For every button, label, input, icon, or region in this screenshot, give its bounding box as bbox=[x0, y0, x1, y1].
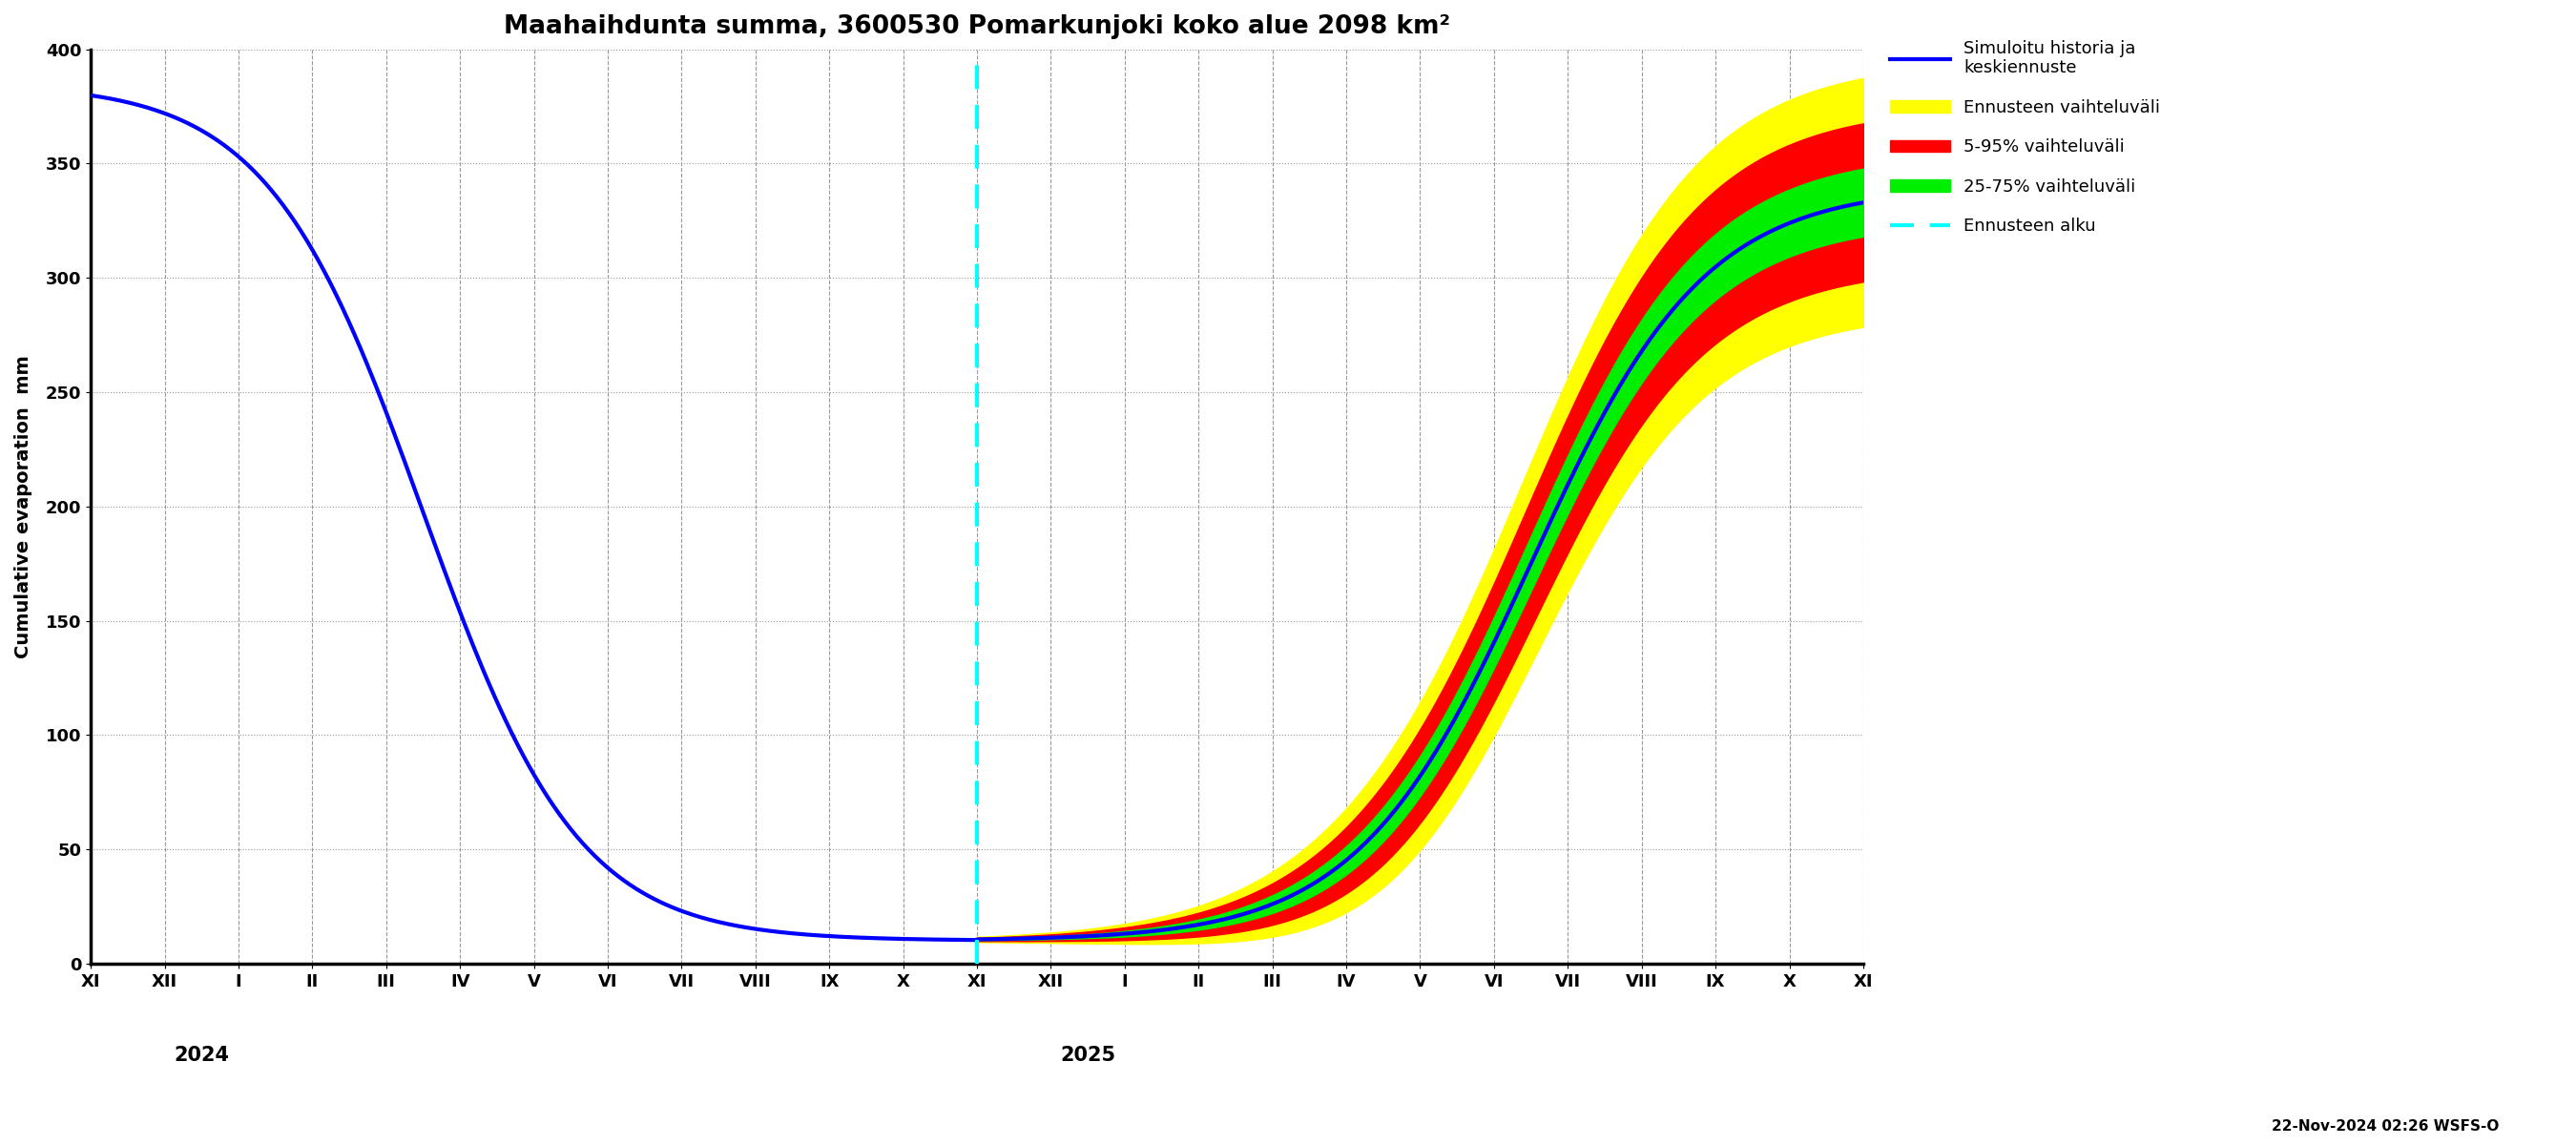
Y-axis label: Cumulative evaporation  mm: Cumulative evaporation mm bbox=[15, 355, 33, 658]
Text: 2024: 2024 bbox=[173, 1045, 229, 1065]
Text: 2025: 2025 bbox=[1061, 1045, 1115, 1065]
Legend: Simuloitu historia ja
keskiennuste, Ennusteen vaihteluväli, 5-95% vaihteluväli, : Simuloitu historia ja keskiennuste, Ennu… bbox=[1891, 40, 2161, 235]
Title: Maahaihdunta summa, 3600530 Pomarkunjoki koko alue 2098 km²: Maahaihdunta summa, 3600530 Pomarkunjoki… bbox=[505, 14, 1450, 39]
Text: 22-Nov-2024 02:26 WSFS-O: 22-Nov-2024 02:26 WSFS-O bbox=[2272, 1120, 2499, 1134]
